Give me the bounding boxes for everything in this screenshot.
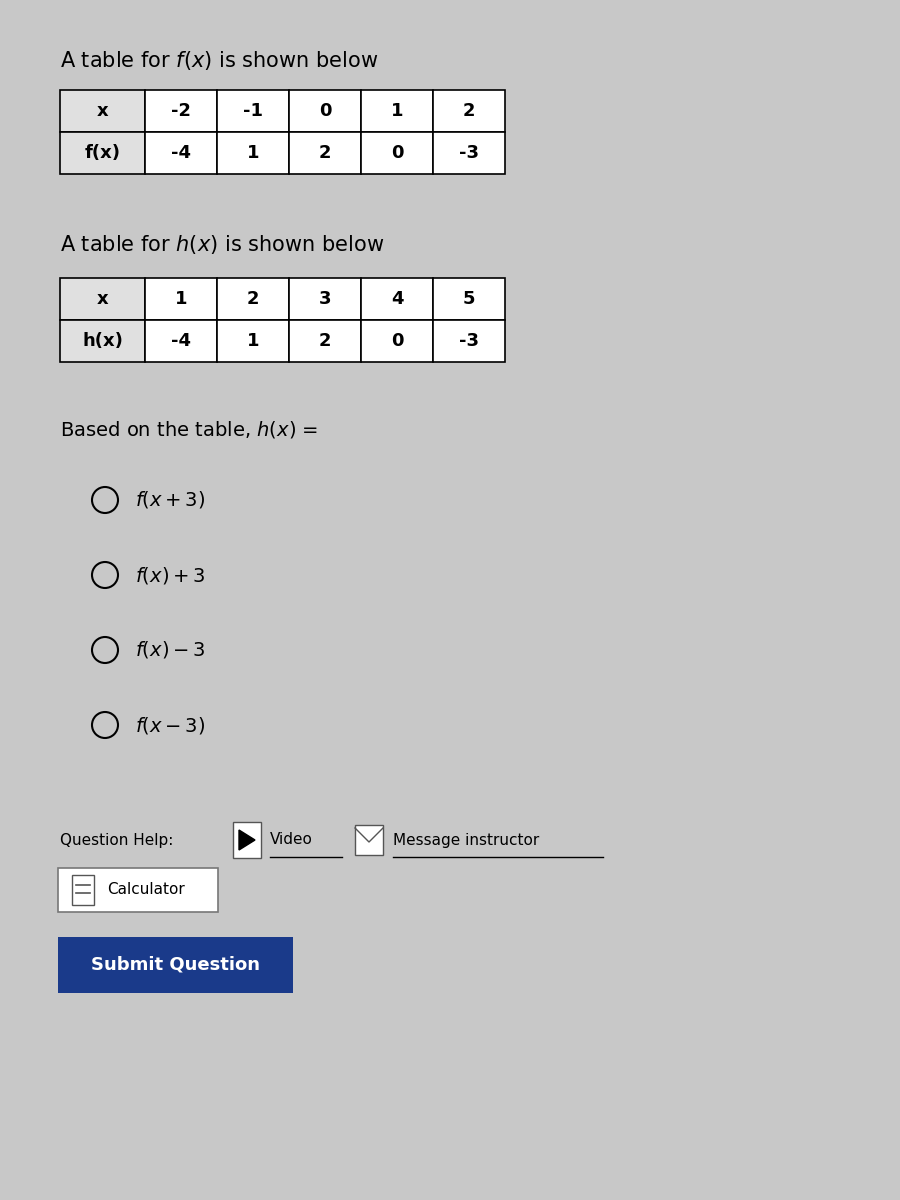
- Text: 2: 2: [463, 102, 475, 120]
- Text: 1: 1: [175, 290, 187, 308]
- Bar: [58, 937, 293, 992]
- Bar: [145, 278, 217, 320]
- Bar: [433, 90, 505, 132]
- Bar: [145, 90, 217, 132]
- Text: -3: -3: [459, 332, 479, 350]
- Bar: [72, 875, 94, 905]
- Text: $f(x) - 3$: $f(x) - 3$: [135, 640, 205, 660]
- Text: 2: 2: [319, 144, 331, 162]
- Text: Submit Question: Submit Question: [91, 956, 260, 974]
- Bar: [289, 132, 361, 174]
- Text: Message instructor: Message instructor: [393, 833, 539, 847]
- Bar: [60, 90, 145, 132]
- Text: -4: -4: [171, 332, 191, 350]
- Text: $f(x + 3)$: $f(x + 3)$: [135, 490, 205, 510]
- Bar: [355, 826, 383, 854]
- Bar: [217, 320, 289, 362]
- Text: -3: -3: [459, 144, 479, 162]
- Text: Based on the table, $h(x)$ =: Based on the table, $h(x)$ =: [60, 420, 319, 440]
- Polygon shape: [239, 830, 255, 850]
- Bar: [289, 320, 361, 362]
- Bar: [60, 132, 145, 174]
- Text: Question Help:: Question Help:: [60, 833, 174, 847]
- Text: Video: Video: [270, 833, 313, 847]
- Bar: [60, 278, 145, 320]
- Bar: [289, 90, 361, 132]
- Bar: [217, 278, 289, 320]
- Text: f(x): f(x): [85, 144, 121, 162]
- Bar: [361, 278, 433, 320]
- Text: $f(x - 3)$: $f(x - 3)$: [135, 714, 205, 736]
- Bar: [217, 132, 289, 174]
- Bar: [361, 320, 433, 362]
- Text: Calculator: Calculator: [107, 882, 184, 898]
- Bar: [58, 868, 218, 912]
- Text: 1: 1: [391, 102, 403, 120]
- Text: x: x: [96, 290, 108, 308]
- Text: 0: 0: [391, 144, 403, 162]
- Text: 0: 0: [319, 102, 331, 120]
- Bar: [361, 90, 433, 132]
- Text: h(x): h(x): [82, 332, 123, 350]
- Text: 1: 1: [247, 144, 259, 162]
- Bar: [60, 320, 145, 362]
- Text: -2: -2: [171, 102, 191, 120]
- Bar: [145, 320, 217, 362]
- Text: x: x: [96, 102, 108, 120]
- Text: $f(x) + 3$: $f(x) + 3$: [135, 564, 205, 586]
- Bar: [433, 132, 505, 174]
- Text: A table for $f(x)$ is shown below: A table for $f(x)$ is shown below: [60, 48, 378, 72]
- Bar: [433, 320, 505, 362]
- Text: 2: 2: [319, 332, 331, 350]
- Text: 0: 0: [391, 332, 403, 350]
- Text: -4: -4: [171, 144, 191, 162]
- Text: 4: 4: [391, 290, 403, 308]
- Bar: [233, 822, 261, 858]
- Text: 1: 1: [247, 332, 259, 350]
- Text: 3: 3: [319, 290, 331, 308]
- Bar: [217, 90, 289, 132]
- Text: A table for $h(x)$ is shown below: A table for $h(x)$ is shown below: [60, 234, 384, 257]
- Text: 2: 2: [247, 290, 259, 308]
- Bar: [145, 132, 217, 174]
- Text: -1: -1: [243, 102, 263, 120]
- Text: 5: 5: [463, 290, 475, 308]
- Bar: [289, 278, 361, 320]
- Bar: [433, 278, 505, 320]
- Bar: [361, 132, 433, 174]
